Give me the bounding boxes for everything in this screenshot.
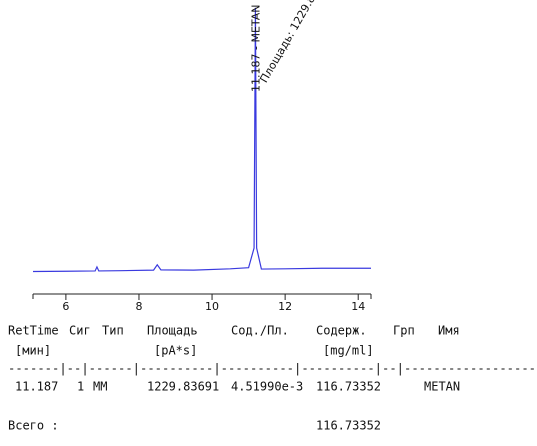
- header-cell: Грп: [393, 324, 415, 338]
- unit-cell: [mg/ml]: [323, 344, 374, 358]
- x-tick-label: 14: [351, 300, 365, 313]
- separator: -------|--|------|----------|----------|…: [8, 362, 536, 376]
- total-label: Всего :: [8, 419, 59, 433]
- row-cell: 1229.83691: [147, 380, 219, 394]
- unit-cell: [мин]: [15, 344, 51, 358]
- report: RetTime Сиг Тип Площадь Сод./Пл. Содерж.…: [8, 324, 536, 433]
- header-cell: Сиг: [69, 324, 91, 338]
- row-cell: 4.51990e-3: [231, 380, 303, 394]
- unit-cell: [pA*s]: [154, 344, 197, 358]
- x-tick-label: 6: [62, 300, 69, 313]
- header-cell: Сод./Пл.: [231, 324, 289, 338]
- header-cell: RetTime: [8, 324, 59, 338]
- row-cell: METAN: [424, 380, 460, 394]
- peak-label: 11.187 - METAN: [249, 4, 262, 92]
- row-cell: MM: [93, 380, 107, 394]
- header-cell: Содерж.: [316, 324, 367, 338]
- signal-line: [32, 7, 371, 273]
- row-cell: 11.187: [15, 380, 58, 394]
- area-label: Площадь: 1229.84: [257, 0, 321, 85]
- x-tick-label: 12: [278, 300, 292, 313]
- header-cell: Имя: [438, 324, 460, 338]
- total-value: 116.73352: [316, 419, 381, 433]
- x-tick-label: 8: [135, 300, 142, 313]
- row-cell: 1: [77, 380, 84, 394]
- header-cell: Площадь: [147, 324, 198, 338]
- row-cell: 116.73352: [316, 380, 381, 394]
- x-tick-label: 10: [205, 300, 219, 313]
- header-cell: Тип: [102, 324, 124, 338]
